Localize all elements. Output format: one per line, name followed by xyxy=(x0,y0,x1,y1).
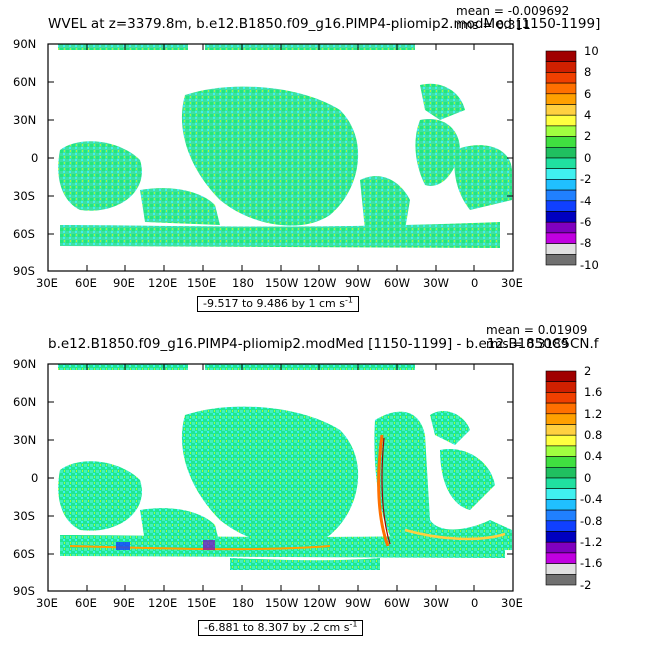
x-tick-label: 30E xyxy=(501,596,523,610)
x-tick-label: 30W xyxy=(423,596,450,610)
colorbar-bottom xyxy=(545,370,577,586)
map-frame-top xyxy=(47,43,577,272)
x-tick-label: 30E xyxy=(501,276,523,290)
contour-range-box: -9.517 to 9.486 by 1 cm s-1 xyxy=(197,296,359,312)
x-tick-label: 30E xyxy=(36,276,58,290)
contour-range-box: -6.881 to 8.307 by .2 cm s-1 xyxy=(198,619,364,636)
y-tick-label: 30N xyxy=(13,113,37,127)
colorbar-label: 8 xyxy=(584,65,592,79)
y-tick-label: 0 xyxy=(31,471,39,485)
y-tick-label: 90S xyxy=(13,264,35,278)
colorbar-label: 6 xyxy=(584,87,592,101)
y-tick-label: 60N xyxy=(13,395,37,409)
y-tick-label: 0 xyxy=(31,151,39,165)
colorbar-label: -0.4 xyxy=(580,492,603,506)
panel-top: WVEL at z=3379.8m, b.e12.B1850.f09_g16.P… xyxy=(0,0,647,320)
colorbar-label: -10 xyxy=(580,258,599,272)
rms-label: rms = 0.311 xyxy=(456,18,531,32)
colorbar-label: -6 xyxy=(580,215,592,229)
map-frame-bottom xyxy=(47,363,577,592)
x-tick-label: 150E xyxy=(187,276,217,290)
contour-range-text: -9.517 to 9.486 by 1 cm s xyxy=(203,297,345,310)
x-tick-label: 180 xyxy=(232,276,254,290)
x-tick-label: 150W xyxy=(265,596,299,610)
panel-bottom: b.e12.B1850.f09_g16.PIMP4-pliomip2.modMe… xyxy=(0,320,647,647)
colorbar-label: -8 xyxy=(580,236,592,250)
colorbar-label: 0.8 xyxy=(584,428,603,442)
x-tick-label: 180 xyxy=(232,596,254,610)
colorbar-label: -4 xyxy=(580,194,592,208)
ocean-field xyxy=(58,44,512,248)
units-exponent: -1 xyxy=(344,295,353,305)
y-tick-label: 90S xyxy=(13,584,35,598)
x-tick-label: 60E xyxy=(75,276,97,290)
x-tick-label: 120E xyxy=(148,276,178,290)
colorbar-label: -1.2 xyxy=(580,535,603,549)
x-tick-label: 30E xyxy=(36,596,58,610)
y-tick-label: 90N xyxy=(13,357,37,371)
colorbar-label: 2 xyxy=(584,129,592,143)
x-ticks xyxy=(47,44,514,271)
y-tick-label: 60S xyxy=(13,547,35,561)
contour-range-text: -6.881 to 8.307 by .2 cm s xyxy=(204,621,350,634)
colorbar-label: 0 xyxy=(584,151,592,165)
colorbar-label: -0.8 xyxy=(580,514,603,528)
colorbar-label: 1.2 xyxy=(584,407,603,421)
y-ticks xyxy=(48,363,513,592)
y-tick-label: 30N xyxy=(13,433,37,447)
x-tick-label: 0 xyxy=(471,276,479,290)
colorbar-label: 1.6 xyxy=(584,385,603,399)
x-tick-label: 120W xyxy=(303,276,337,290)
x-tick-label: 90W xyxy=(345,596,372,610)
y-tick-label: 90N xyxy=(13,37,37,51)
x-tick-label: 0 xyxy=(471,596,479,610)
x-tick-label: 90W xyxy=(345,276,372,290)
colorbar-top xyxy=(545,50,577,266)
colorbar-label: 10 xyxy=(584,44,599,58)
map-title: WVEL at z=3379.8m, b.e12.B1850.f09_g16.P… xyxy=(48,16,601,32)
x-tick-label: 60W xyxy=(384,596,411,610)
colorbar-label: 4 xyxy=(584,108,592,122)
x-tick-label: 150E xyxy=(187,596,217,610)
colorbar-label: -2 xyxy=(580,172,592,186)
x-tick-label: 90E xyxy=(113,276,135,290)
x-tick-label: 30W xyxy=(423,276,450,290)
x-ticks xyxy=(47,364,514,591)
y-tick-label: 60N xyxy=(13,75,37,89)
rms-label: rms = 0.3189 xyxy=(486,337,569,351)
y-ticks xyxy=(48,43,513,272)
y-tick-label: 30S xyxy=(13,189,35,203)
colorbar-label: -2 xyxy=(580,578,592,592)
y-tick-label: 60S xyxy=(13,227,35,241)
colorbar-label: -1.6 xyxy=(580,556,603,570)
x-tick-label: 60E xyxy=(75,596,97,610)
colorbar-label: 0.4 xyxy=(584,449,603,463)
map-title: b.e12.B1850.f09_g16.PIMP4-pliomip2.modMe… xyxy=(48,336,599,352)
x-tick-label: 120E xyxy=(148,596,178,610)
x-tick-label: 90E xyxy=(113,596,135,610)
x-tick-label: 120W xyxy=(303,596,337,610)
y-tick-label: 30S xyxy=(13,509,35,523)
colorbar-label: 0 xyxy=(584,471,592,485)
units-exponent: -1 xyxy=(349,619,358,629)
mean-label: mean = -0.009692 xyxy=(456,4,570,18)
colorbar-label: 2 xyxy=(584,364,592,378)
ocean-field xyxy=(58,364,512,570)
x-tick-label: 60W xyxy=(384,276,411,290)
mean-label: mean = 0.01909 xyxy=(486,323,588,337)
x-tick-label: 150W xyxy=(265,276,299,290)
